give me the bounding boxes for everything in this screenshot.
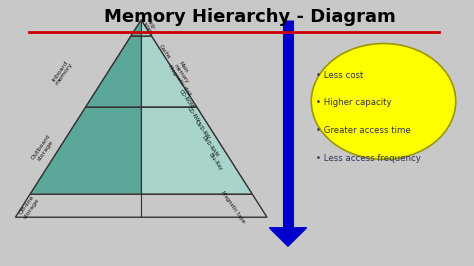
Text: Outboard
storage: Outboard storage: [30, 134, 56, 164]
Text: Blu-Ray: Blu-Ray: [208, 152, 224, 172]
Text: Cache: Cache: [157, 43, 171, 60]
Polygon shape: [141, 107, 252, 194]
Ellipse shape: [311, 44, 456, 159]
Text: • Higher capacity: • Higher capacity: [316, 98, 392, 107]
Polygon shape: [141, 20, 151, 36]
Text: • Greater access time: • Greater access time: [316, 126, 410, 135]
Text: DVD-RW: DVD-RW: [193, 120, 210, 141]
Text: DVD-RAM: DVD-RAM: [201, 135, 219, 158]
Text: Memory Hierarchy - Diagram: Memory Hierarchy - Diagram: [104, 8, 396, 26]
Polygon shape: [86, 36, 141, 107]
Text: CD-ROM: CD-ROM: [178, 89, 194, 109]
Text: CD-RW: CD-RW: [185, 106, 200, 123]
Polygon shape: [30, 107, 141, 194]
Polygon shape: [269, 228, 307, 246]
Text: • Less access frequency: • Less access frequency: [316, 153, 421, 163]
Polygon shape: [131, 20, 141, 36]
Text: Magnetic disk: Magnetic disk: [167, 64, 192, 97]
Text: Main
memory: Main memory: [173, 60, 194, 85]
Text: Inboard
memory: Inboard memory: [50, 59, 74, 86]
Text: Reg-
isters: Reg- isters: [141, 19, 158, 37]
Polygon shape: [141, 36, 197, 107]
Text: • Less cost: • Less cost: [316, 70, 363, 80]
Text: Off-line
storage: Off-line storage: [18, 194, 41, 220]
Text: Magnetic tape: Magnetic tape: [220, 190, 246, 224]
